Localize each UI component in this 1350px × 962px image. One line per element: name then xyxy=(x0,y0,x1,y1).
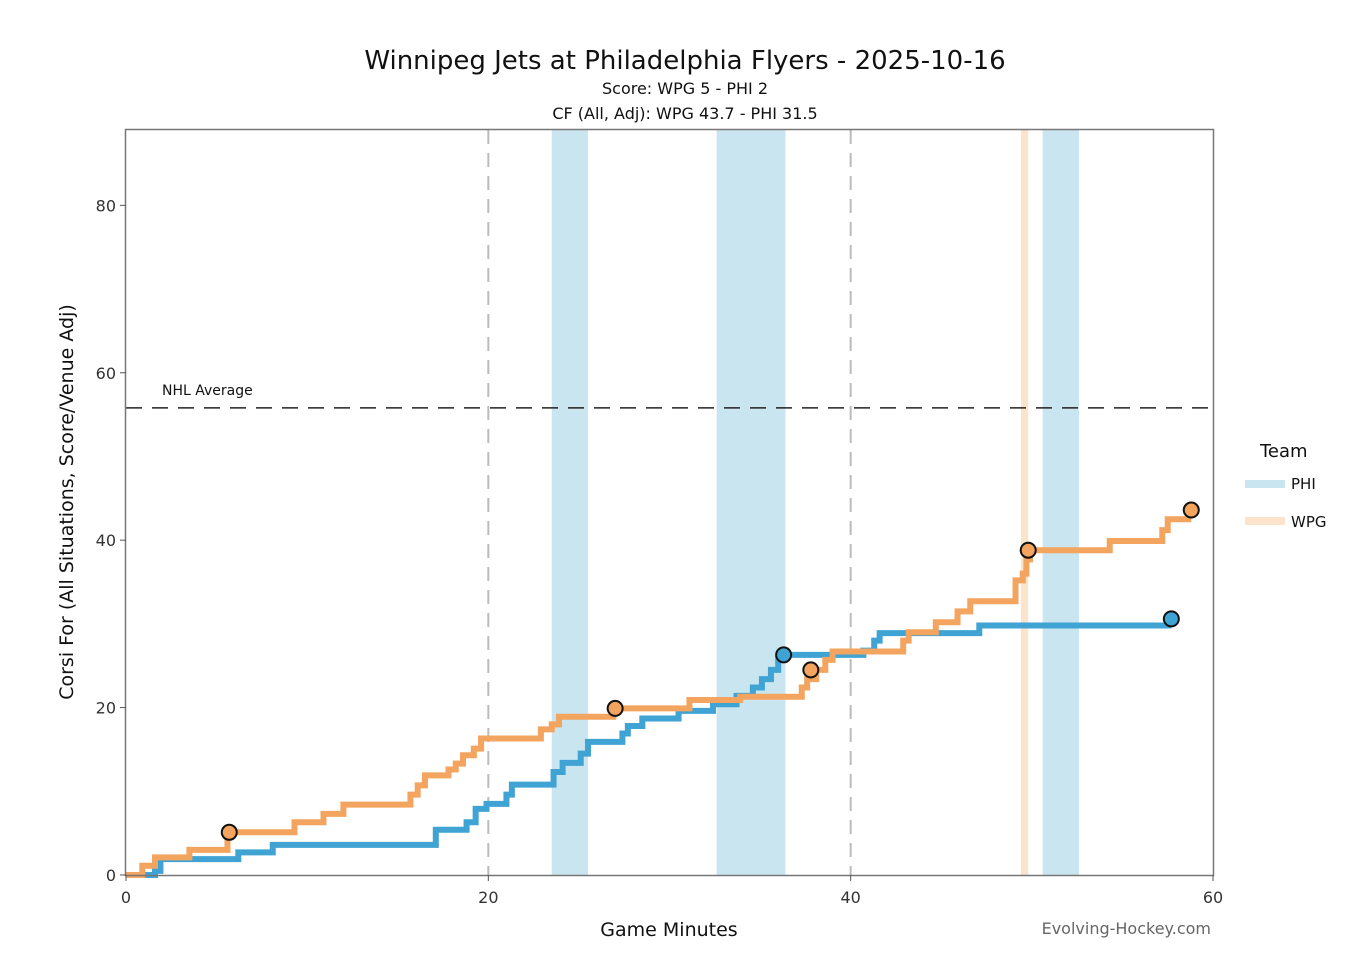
series-lines xyxy=(126,516,1192,878)
x-tick-label-60: 60 xyxy=(1203,888,1223,907)
penalty-band-phi-3 xyxy=(1042,130,1079,875)
y-tick-label-0: 0 xyxy=(106,866,116,885)
series-line-phi xyxy=(126,622,1172,878)
goal-marker-phi-1 xyxy=(1162,610,1180,628)
y-tick-label-20: 20 xyxy=(96,699,116,718)
legend: Team PHI WPG xyxy=(1245,441,1327,531)
x-tick-label-20: 20 xyxy=(478,888,498,907)
penalty-bands xyxy=(551,130,1079,875)
goal-marker-wpg-2 xyxy=(802,661,820,679)
goal-marker-wpg-0 xyxy=(220,823,238,841)
goal-markers xyxy=(220,501,1200,841)
nhl-average-label: NHL Average xyxy=(162,383,253,399)
x-axis: 0 20 40 60 xyxy=(121,875,1223,907)
goal-marker-wpg-3 xyxy=(1019,541,1037,559)
legend-swatch-wpg xyxy=(1245,517,1285,525)
legend-label-phi: PHI xyxy=(1291,475,1316,493)
credit-text: Evolving-Hockey.com xyxy=(1042,919,1211,938)
reference-lines xyxy=(126,130,1213,875)
goal-marker-wpg-1 xyxy=(606,699,624,717)
legend-label-wpg: WPG xyxy=(1291,513,1327,531)
legend-title: Team xyxy=(1259,441,1308,462)
goal-marker-wpg-4 xyxy=(1182,501,1200,519)
y-axis-title: Corsi For (All Situations, Score/Venue A… xyxy=(56,304,78,700)
chart-subtitle-cf: CF (All, Adj): WPG 43.7 - PHI 31.5 xyxy=(552,104,817,123)
chart-subtitle-score: Score: WPG 5 - PHI 2 xyxy=(602,79,768,98)
series-line-wpg xyxy=(126,516,1192,878)
x-tick-label-0: 0 xyxy=(121,888,131,907)
chart-title: Winnipeg Jets at Philadelphia Flyers - 2… xyxy=(364,46,1005,76)
goal-marker-phi-0 xyxy=(775,646,793,664)
y-tick-label-40: 40 xyxy=(96,531,116,550)
y-tick-label-60: 60 xyxy=(96,364,116,383)
penalty-band-wpg-2 xyxy=(1020,130,1029,875)
y-axis: 0 20 40 60 80 xyxy=(96,196,126,885)
penalty-band-phi-1 xyxy=(716,130,786,875)
plot-frame xyxy=(124,128,1215,877)
x-tick-label-40: 40 xyxy=(840,888,860,907)
y-tick-label-80: 80 xyxy=(96,196,116,215)
x-axis-title: Game Minutes xyxy=(600,919,737,941)
legend-swatch-phi xyxy=(1245,480,1285,488)
